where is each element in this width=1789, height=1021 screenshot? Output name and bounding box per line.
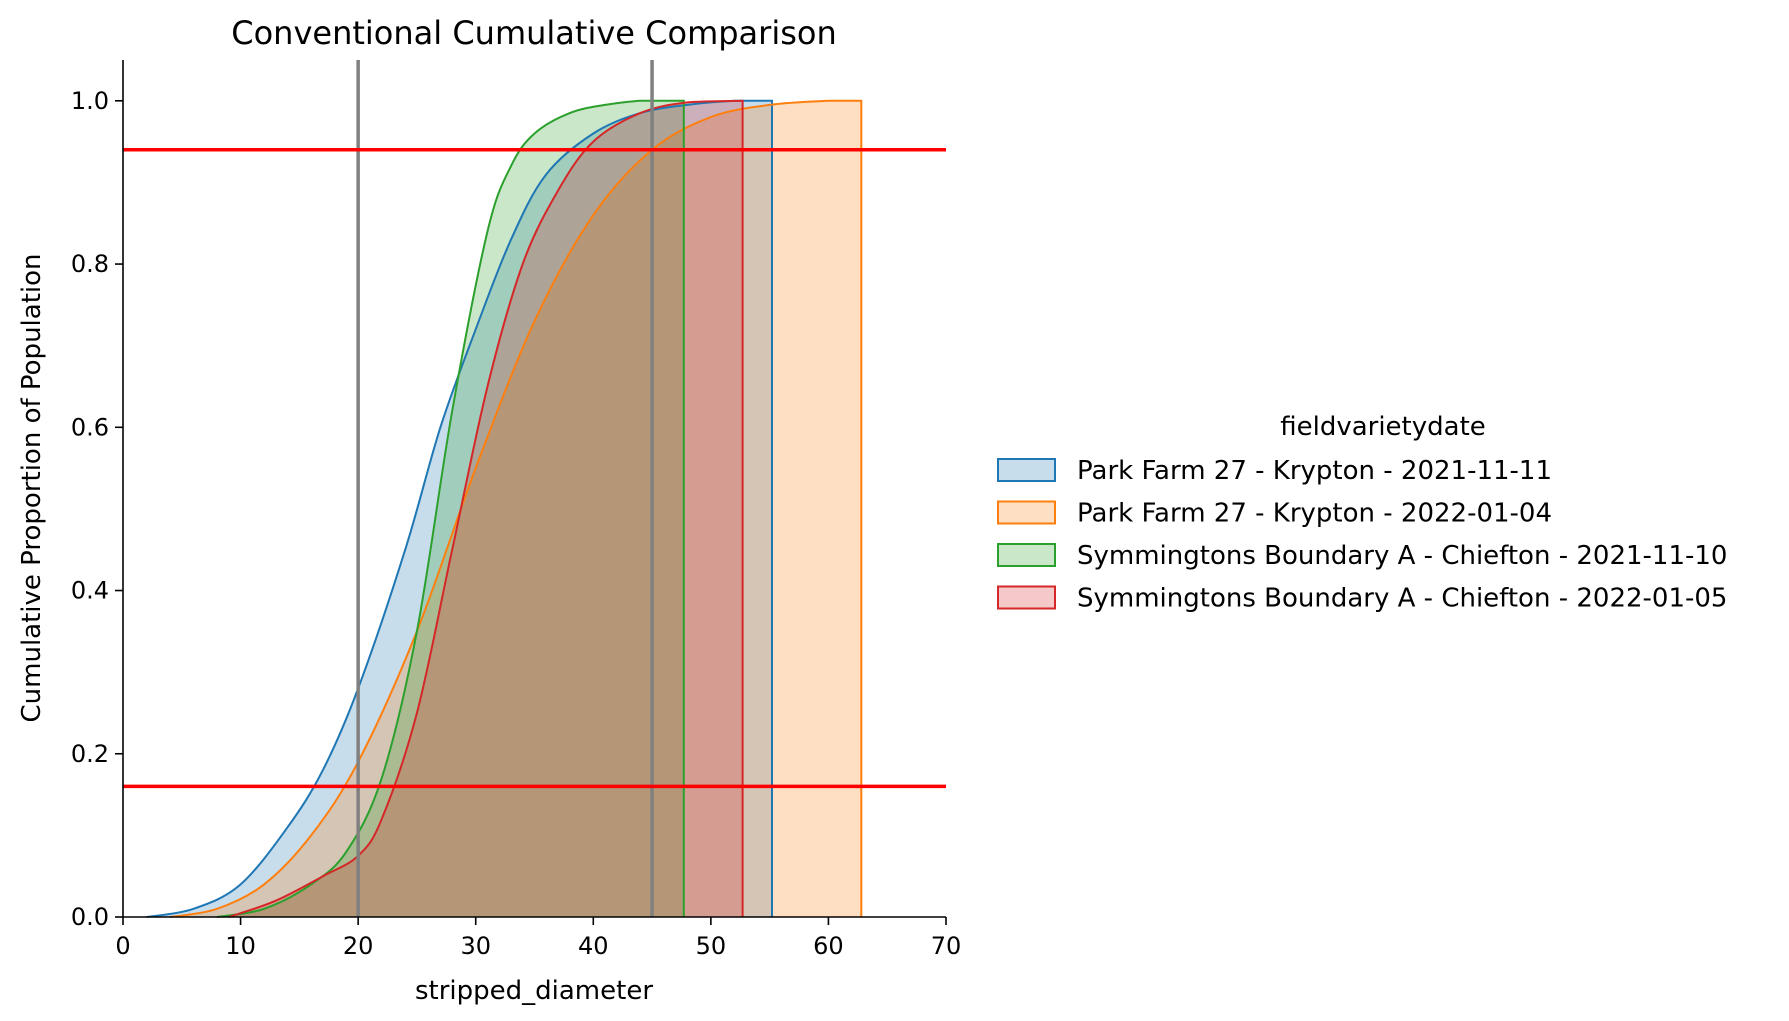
y-tick-label: 0.6 bbox=[71, 413, 109, 441]
y-tick-label: 1.0 bbox=[71, 87, 109, 115]
chart-title: Conventional Cumulative Comparison bbox=[231, 14, 836, 52]
legend-title: fieldvarietydate bbox=[1280, 412, 1486, 442]
series-area-2 bbox=[170, 100, 862, 918]
y-axis-label: Cumulative Proportion of Population bbox=[17, 253, 47, 722]
x-tick-label: 0 bbox=[115, 932, 130, 960]
series-lines bbox=[146, 99, 863, 918]
legend-label-3: Symmingtons Boundary A - Chiefton - 2021… bbox=[1077, 541, 1727, 571]
series-line-3 bbox=[216, 99, 685, 918]
x-tick-label: 40 bbox=[578, 932, 609, 960]
series-area-1 bbox=[146, 100, 772, 918]
series-area-3 bbox=[217, 100, 684, 918]
reference-lines bbox=[123, 60, 946, 917]
legend-label-2: Park Farm 27 - Krypton - 2022-01-04 bbox=[1077, 499, 1552, 529]
legend-swatch-2 bbox=[997, 500, 1056, 525]
y-tick-label: 0.2 bbox=[71, 740, 109, 768]
x-tick-label: 10 bbox=[225, 932, 256, 960]
x-ticks: 0 10 20 30 40 50 60 70 bbox=[115, 917, 961, 960]
legend-swatch-3 bbox=[997, 543, 1056, 567]
legend: fieldvarietydate Park Farm 27 - Krypton … bbox=[997, 412, 1727, 614]
x-tick-label: 20 bbox=[343, 932, 374, 960]
y-tick-label: 0.8 bbox=[71, 250, 109, 278]
series-area-4 bbox=[228, 100, 743, 918]
series-line-4 bbox=[228, 99, 744, 918]
x-tick-label: 70 bbox=[931, 932, 962, 960]
x-tick-label: 30 bbox=[460, 932, 491, 960]
x-tick-label: 50 bbox=[696, 932, 727, 960]
legend-label-4: Symmingtons Boundary A - Chiefton - 2022… bbox=[1077, 584, 1727, 614]
y-ticks: 0.0 0.2 0.4 0.6 0.8 1.0 bbox=[71, 87, 123, 931]
series-line-2 bbox=[169, 99, 863, 918]
legend-swatch-1 bbox=[997, 458, 1056, 482]
y-tick-label: 0.4 bbox=[71, 577, 109, 605]
legend-swatch-4 bbox=[997, 585, 1056, 610]
x-axis-label: stripped_diameter bbox=[415, 976, 653, 1006]
legend-label-1: Park Farm 27 - Krypton - 2021-11-11 bbox=[1077, 456, 1552, 486]
series-fills bbox=[146, 100, 862, 918]
y-tick-label: 0.0 bbox=[71, 903, 109, 931]
x-tick-label: 60 bbox=[813, 932, 844, 960]
